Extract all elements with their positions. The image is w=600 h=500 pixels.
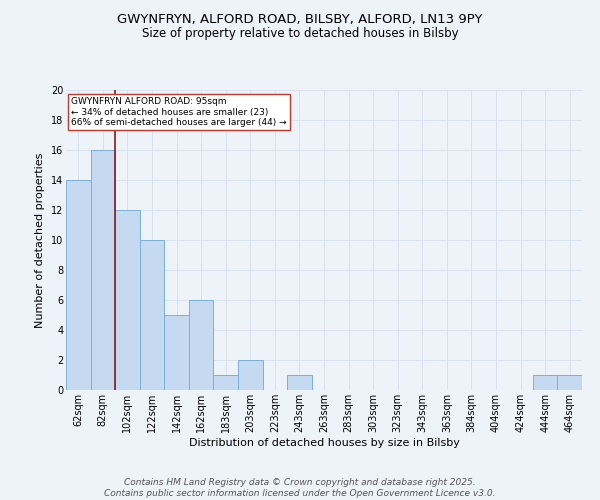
Text: GWYNFRYN, ALFORD ROAD, BILSBY, ALFORD, LN13 9PY: GWYNFRYN, ALFORD ROAD, BILSBY, ALFORD, L…	[117, 12, 483, 26]
Bar	[91, 150, 115, 390]
Bar	[66, 180, 91, 390]
Bar	[140, 240, 164, 390]
Bar	[238, 360, 263, 390]
Text: Contains HM Land Registry data © Crown copyright and database right 2025.
Contai: Contains HM Land Registry data © Crown c…	[104, 478, 496, 498]
Text: Size of property relative to detached houses in Bilsby: Size of property relative to detached ho…	[142, 28, 458, 40]
Text: GWYNFRYN ALFORD ROAD: 95sqm
← 34% of detached houses are smaller (23)
66% of sem: GWYNFRYN ALFORD ROAD: 95sqm ← 34% of det…	[71, 98, 287, 128]
Bar	[214, 375, 238, 390]
Bar	[557, 375, 582, 390]
Y-axis label: Number of detached properties: Number of detached properties	[35, 152, 45, 328]
X-axis label: Distribution of detached houses by size in Bilsby: Distribution of detached houses by size …	[188, 438, 460, 448]
Bar	[533, 375, 557, 390]
Bar	[164, 315, 189, 390]
Bar	[115, 210, 140, 390]
Bar	[189, 300, 214, 390]
Bar	[287, 375, 312, 390]
